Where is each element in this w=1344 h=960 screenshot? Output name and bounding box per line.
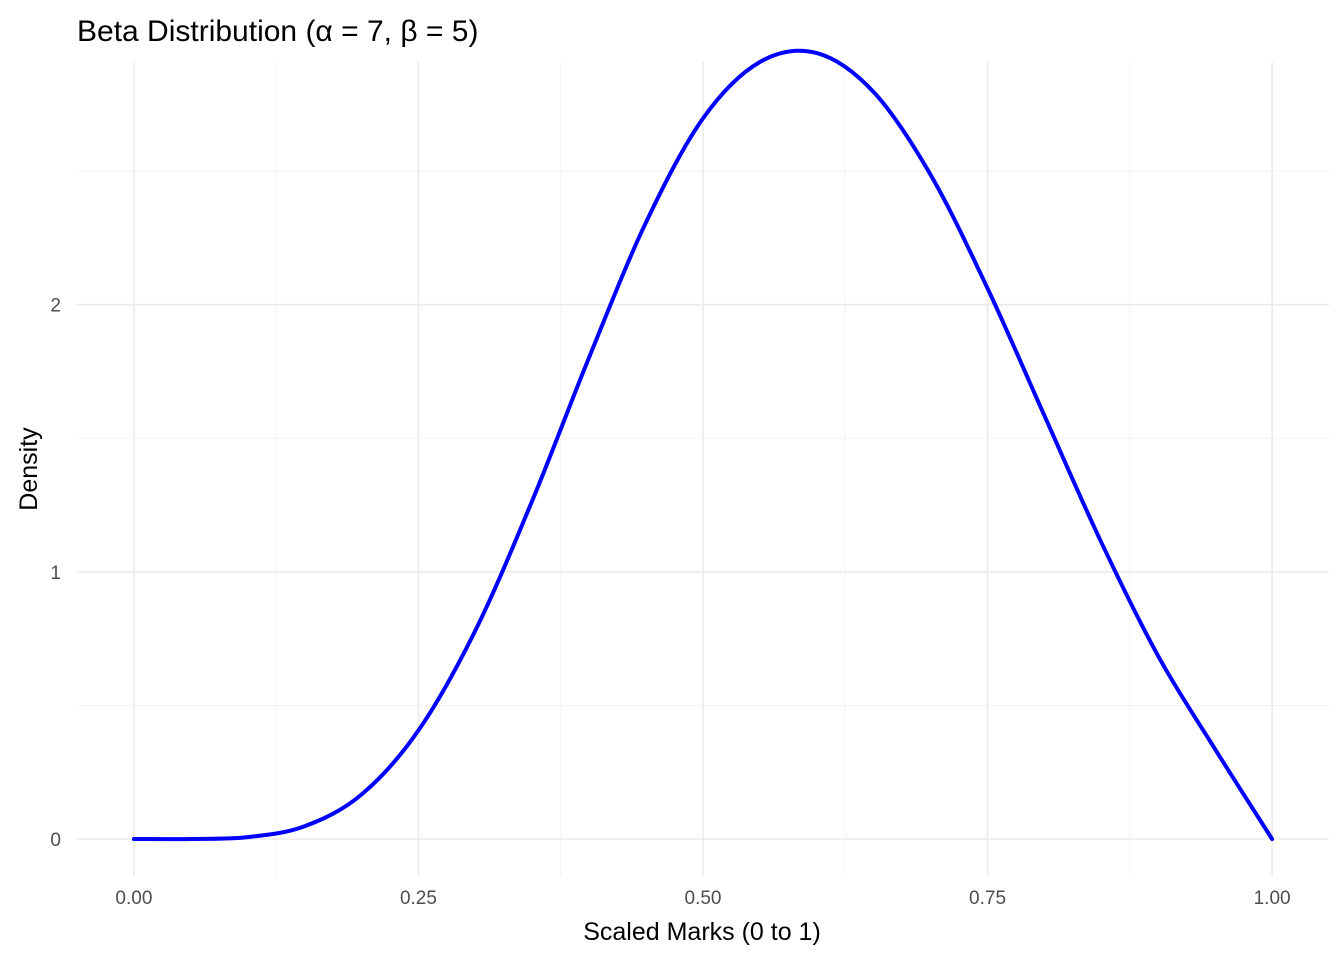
x-axis-title: Scaled Marks (0 to 1) bbox=[583, 918, 821, 946]
x-tick-label: 0.50 bbox=[685, 888, 722, 909]
y-tick-label: 1 bbox=[50, 563, 61, 584]
x-axis-ticks: 0.00 0.25 0.50 0.75 1.00 bbox=[115, 888, 1290, 909]
x-tick-label: 0.00 bbox=[115, 888, 152, 909]
density-curve bbox=[131, 48, 1275, 842]
chart-title: Beta Distribution (α = 7, β = 5) bbox=[77, 15, 478, 48]
series-layer bbox=[131, 48, 1275, 842]
y-tick-label: 2 bbox=[50, 296, 61, 317]
major-grid bbox=[77, 62, 1329, 876]
y-axis-title: Density bbox=[15, 427, 43, 511]
x-tick-label: 0.25 bbox=[400, 888, 437, 909]
y-tick-label: 0 bbox=[50, 830, 61, 851]
x-tick-label: 0.75 bbox=[969, 888, 1006, 909]
y-axis-ticks: 0 1 2 bbox=[50, 296, 61, 851]
x-tick-label: 1.00 bbox=[1254, 888, 1291, 909]
